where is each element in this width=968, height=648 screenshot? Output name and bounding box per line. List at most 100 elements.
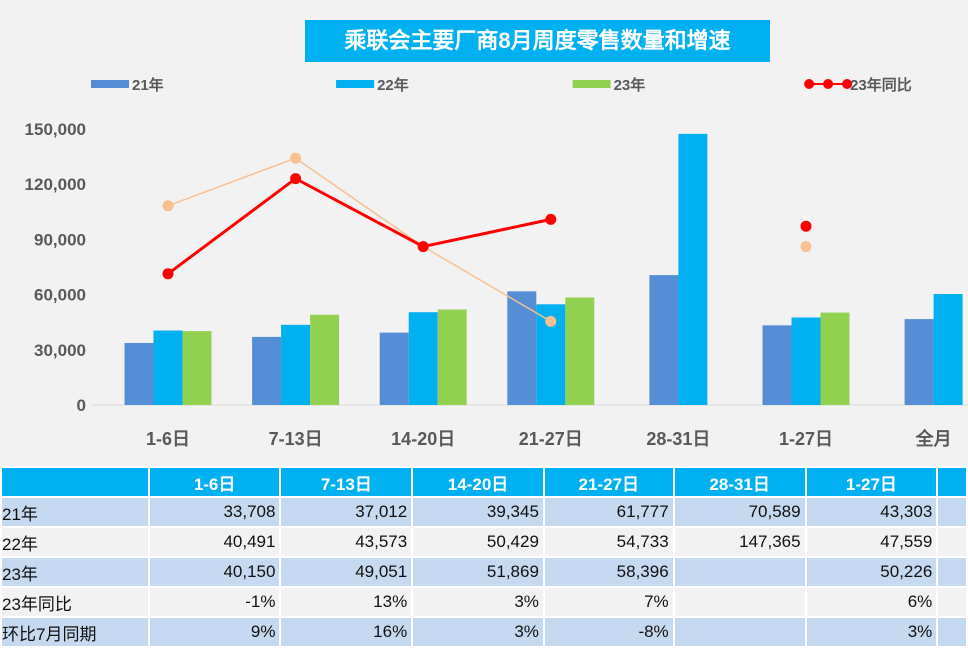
y-tick-label: 120,000 xyxy=(25,175,86,194)
table-cell: 3% xyxy=(411,586,545,618)
table-cell xyxy=(936,496,968,528)
bar-21年-28-31日 xyxy=(649,275,679,405)
legend-label-1: 22年 xyxy=(377,76,409,94)
point-23年同比-14-20日 xyxy=(417,241,429,253)
table-cell: 49,051 xyxy=(279,556,414,588)
table-row: 23年 40,150 49,051 51,869 58,396 50,226 xyxy=(0,556,968,588)
legend-swatch-0 xyxy=(91,80,129,88)
table-row: 22年 40,491 43,573 50,429 54,733 147,365 47,559 xyxy=(0,526,968,558)
point-环比7月同期-21-27日 xyxy=(545,315,557,327)
y-tick-label: 0 xyxy=(77,396,86,415)
table-cell xyxy=(0,466,150,498)
bar-23年-1-6日 xyxy=(182,331,212,405)
legend-label-3: 23年同比 xyxy=(850,76,912,94)
table-cell: 16% xyxy=(279,616,414,648)
table-cell: 58,396 xyxy=(542,556,675,588)
bar-21年-7-13日 xyxy=(252,336,282,405)
table-cell xyxy=(936,556,968,588)
table-cell: 50,429 xyxy=(411,526,545,558)
table-cell: 40,491 xyxy=(147,526,282,558)
point-23年同比-7-13日 xyxy=(290,173,302,185)
bar-22年-7-13日 xyxy=(281,324,311,405)
x-tick-label: 1-6日 xyxy=(146,429,190,449)
table-cell: -1% xyxy=(147,586,282,618)
x-tick-label: 7-13日 xyxy=(269,429,323,449)
point-23年同比-1-6日 xyxy=(162,268,174,280)
table-cell: 70,589 xyxy=(672,496,807,528)
table-cell: 22年 xyxy=(0,526,150,558)
table-cell xyxy=(936,616,968,648)
table-cell: 33,708 xyxy=(147,496,282,528)
table-cell: 54,733 xyxy=(542,526,675,558)
bar-21年-1-27日 xyxy=(762,325,792,405)
table-cell: 13% xyxy=(279,586,414,618)
table-row: 23年同比 -1% 13% 3% 7% 6% xyxy=(0,586,968,618)
table-cell: -8% xyxy=(542,616,675,648)
data-table: 1-6日 7-13日 14-20日 21-27日 28-31日 1-27日 21年 33,70… xyxy=(0,466,968,648)
point-23年同比-1-27日 xyxy=(800,220,812,232)
table-cell xyxy=(672,556,807,588)
table-cell xyxy=(936,526,968,558)
legend-marker-3 xyxy=(842,79,853,89)
table-cell: 51,869 xyxy=(411,556,545,588)
legend-marker-3 xyxy=(804,79,815,89)
x-tick-label: 28-31日 xyxy=(646,429,710,449)
x-tick-label: 1-27日 xyxy=(779,429,833,449)
table-cell: 28-31日 xyxy=(672,466,807,498)
bar-23年-7-13日 xyxy=(310,314,340,405)
table-cell: 7-13日 xyxy=(279,466,414,498)
y-tick-label: 30,000 xyxy=(34,341,86,360)
table-cell: 47,559 xyxy=(804,526,939,558)
line-23年同比 xyxy=(167,176,552,276)
point-环比7月同期-1-6日 xyxy=(162,200,174,212)
bar-23年-1-27日 xyxy=(820,312,850,405)
bar-22年-28-31日 xyxy=(678,133,708,406)
point-环比7月同期-7-13日 xyxy=(290,152,302,164)
table-cell xyxy=(672,616,807,648)
bar-22年-全月 xyxy=(933,294,963,405)
bar-23年-21-27日 xyxy=(565,297,595,405)
table-cell xyxy=(672,586,807,618)
table-cell: 21年 xyxy=(0,496,150,528)
legend-label-0: 21年 xyxy=(132,76,164,94)
table-cell: 147,365 xyxy=(672,526,807,558)
y-tick-label: 60,000 xyxy=(34,286,86,305)
table-cell xyxy=(936,586,968,618)
table-cell: 1-6日 xyxy=(147,466,282,498)
bar-23年-14-20日 xyxy=(437,309,467,405)
legend-label-2: 23年 xyxy=(614,76,646,94)
bar-21年-14-20日 xyxy=(379,332,409,405)
bar-21年-1-6日 xyxy=(124,342,154,405)
table-cell: 9% xyxy=(147,616,282,648)
table-row: 21年 33,708 37,012 39,345 61,777 70,589 43,303 xyxy=(0,496,968,528)
x-tick-label: 14-20日 xyxy=(391,429,455,449)
table-cell xyxy=(936,466,968,498)
bar-22年-1-27日 xyxy=(791,317,821,405)
table-cell: 14-20日 xyxy=(411,466,545,498)
table-cell: 3% xyxy=(804,616,939,648)
bar-21年-21-27日 xyxy=(507,291,537,405)
table-cell: 40,150 xyxy=(147,556,282,588)
table-cell: 3% xyxy=(411,616,545,648)
table-cell: 23年 xyxy=(0,556,150,588)
table-cell: 61,777 xyxy=(542,496,675,528)
legend-marker-3 xyxy=(823,79,834,89)
chart-title: 乘联会主要厂商8月周度零售数量和增速 xyxy=(305,20,770,62)
x-tick-label: 21-27日 xyxy=(519,429,583,449)
chart: 21年22年23年23年同比环比7月同期030,00060,00090,0001… xyxy=(25,76,968,449)
table-cell: 23年同比 xyxy=(0,586,150,618)
line-环比7月同期 xyxy=(167,157,552,323)
y-tick-label: 90,000 xyxy=(34,230,86,249)
table-header-row: 1-6日 7-13日 14-20日 21-27日 28-31日 1-27日 xyxy=(0,466,968,498)
table-cell: 21-27日 xyxy=(542,466,675,498)
table-cell: 环比7月同期 xyxy=(0,616,150,648)
x-tick-label: 全月 xyxy=(915,428,952,449)
table-cell: 50,226 xyxy=(804,556,939,588)
bar-21年-全月 xyxy=(904,319,934,405)
table-cell: 43,303 xyxy=(804,496,939,528)
table-row: 环比7月同期 9% 16% 3% -8% 3% xyxy=(0,616,968,648)
table-cell: 39,345 xyxy=(411,496,545,528)
table-cell: 7% xyxy=(542,586,675,618)
legend-swatch-1 xyxy=(336,80,375,88)
y-tick-label: 150,000 xyxy=(25,120,86,139)
